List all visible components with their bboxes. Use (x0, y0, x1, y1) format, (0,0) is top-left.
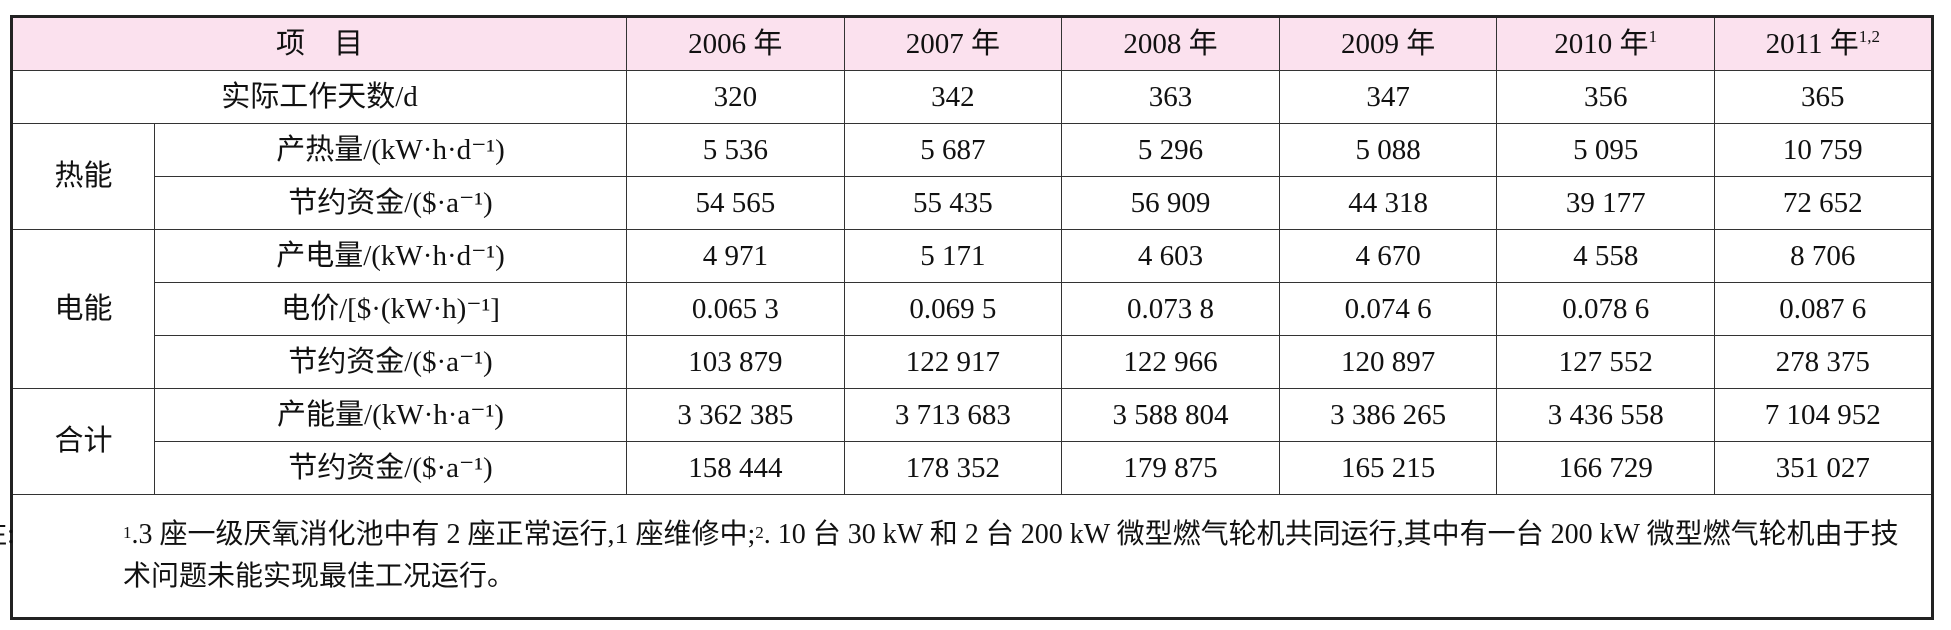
cell: 5 687 (843, 123, 1063, 177)
cell: 44 318 (1278, 176, 1498, 230)
cell: 5 296 (1061, 123, 1280, 177)
superscript: 1 (1648, 26, 1658, 46)
row-label: 节约资金/($·a⁻¹) (153, 441, 628, 495)
cell: 72 652 (1713, 176, 1933, 230)
cell: 320 (626, 70, 845, 124)
cell: 3 362 385 (626, 388, 845, 442)
cell: 0.069 5 (843, 282, 1063, 336)
header-text: 2010 年 (1554, 27, 1649, 60)
row-label: 产能量/(kW·h·a⁻¹) (153, 388, 628, 442)
header-text: 2009 年 (1340, 27, 1436, 60)
header-text: 2008 年 (1123, 27, 1218, 60)
header-text: 2007 年 (905, 27, 1001, 60)
row-label: 产热量/(kW·h·d⁻¹) (153, 123, 628, 177)
cell: 3 436 558 (1496, 388, 1715, 442)
header-cell: 2007 年 (843, 16, 1063, 71)
cell: 4 603 (1061, 229, 1280, 283)
cell: 166 729 (1496, 441, 1715, 495)
header-text: 2011 年 (1765, 27, 1859, 60)
cell: 0.065 3 (626, 282, 845, 336)
cell: 7 104 952 (1713, 388, 1933, 442)
cell: 363 (1061, 70, 1280, 124)
row: 电价/[$·(kW·h)⁻¹] 0.065 3 0.069 5 0.073 8 0.07… (12, 282, 1933, 336)
cell: 342 (843, 70, 1063, 124)
group-label: 合计 (11, 388, 155, 495)
cell: 5 088 (1278, 123, 1498, 177)
header-cell: 2009 年 (1278, 16, 1498, 71)
cell: 4 971 (626, 229, 845, 283)
cell: 3 386 265 (1278, 388, 1498, 442)
cell: 356 (1496, 70, 1715, 124)
superscript: 1 (123, 523, 132, 542)
cell: 0.074 6 (1278, 282, 1498, 336)
cell: 0.087 6 (1713, 282, 1933, 336)
header-cell: 项 目 (10, 16, 628, 71)
cell: 4 558 (1496, 229, 1715, 283)
row-label: 产电量/(kW·h·d⁻¹) (153, 229, 628, 283)
data-table: 项 目 2006 年 2007 年 2008 年 2009 年 2010 年1 2011 年… (0, 15, 1934, 620)
cell: 347 (1278, 70, 1498, 124)
header-cell: 2010 年1 (1496, 16, 1715, 71)
header-cell: 2011 年1,2 (1713, 16, 1933, 71)
cell: 55 435 (843, 176, 1063, 230)
cell: 127 552 (1496, 335, 1715, 389)
row-label: 电价/[$·(kW·h)⁻¹] (153, 282, 628, 336)
cell: 3 588 804 (1061, 388, 1280, 442)
cell: 39 177 (1496, 176, 1715, 230)
row: 实际工作天数/d 320 342 363 347 356 365 (10, 70, 1933, 124)
cell: 179 875 (1061, 441, 1280, 495)
cell: 178 352 (843, 441, 1063, 495)
header-cell: 2008 年 (1061, 16, 1280, 71)
cell: 158 444 (626, 441, 845, 495)
cell: 8 706 (1713, 229, 1933, 283)
row: 节约资金/($·a⁻¹) 54 565 55 435 56 909 44 318 39 1… (12, 176, 1933, 230)
row-label: 节约资金/($·a⁻¹) (153, 176, 628, 230)
cell: 54 565 (626, 176, 845, 230)
note-row: 注: 1.3 座一级厌氧消化池中有 2 座正常运行,1 座维修中;2. 10 台 … (0, 494, 1933, 619)
cell: 5 171 (843, 229, 1063, 283)
row: 节约资金/($·a⁻¹) 158 444 178 352 179 875 165 215… (12, 441, 1933, 495)
row: 节约资金/($·a⁻¹) 103 879 122 917 122 966 120 897… (12, 335, 1933, 389)
cell: 278 375 (1713, 335, 1933, 389)
header-text: 2006 年 (688, 27, 783, 60)
row: 热能 产热量/(kW·h·d⁻¹) 5 536 5 687 5 296 5 088 5 09… (11, 123, 1933, 230)
cell: 351 027 (1713, 441, 1933, 495)
cell: 103 879 (626, 335, 845, 389)
cell: 0.073 8 (1061, 282, 1280, 336)
cell: 4 670 (1278, 229, 1498, 283)
superscript: 1,2 (1858, 26, 1880, 46)
cell: 122 917 (843, 335, 1063, 389)
row-label: 节约资金/($·a⁻¹) (153, 335, 628, 389)
group-label: 热能 (11, 123, 155, 230)
cell: 120 897 (1278, 335, 1498, 389)
header-row: 项 目 2006 年 2007 年 2008 年 2009 年 2010 年1 2011 年… (10, 16, 1933, 71)
table-body: 项 目 2006 年 2007 年 2008 年 2009 年 2010 年1 2011 年… (0, 16, 1933, 619)
group-label: 电能 (11, 229, 155, 389)
row: 电能 产电量/(kW·h·d⁻¹) 4 971 5 171 4 603 4 670 4 55… (11, 229, 1933, 389)
note-label: 注: (0, 519, 15, 550)
note: 注: 1.3 座一级厌氧消化池中有 2 座正常运行,1 座维修中;2. 10 台 … (0, 494, 1933, 619)
cell: 365 (1713, 70, 1933, 124)
row-label: 实际工作天数/d (10, 70, 628, 124)
cell: 5 095 (1496, 123, 1715, 177)
cell: 5 536 (626, 123, 845, 177)
cell: 165 215 (1278, 441, 1498, 495)
header-cell: 2006 年 (626, 16, 845, 71)
note-text: . 10 台 30 kW 和 2 台 200 kW 微型燃气轮机共同运行,其中有… (123, 519, 1899, 592)
cell: 10 759 (1713, 123, 1933, 177)
cell: 56 909 (1061, 176, 1280, 230)
row: 合计 产能量/(kW·h·a⁻¹) 3 362 385 3 713 683 3 588 … (11, 388, 1933, 495)
note-text: .3 座一级厌氧消化池中有 2 座正常运行,1 座维修中; (131, 519, 756, 550)
cell: 122 966 (1061, 335, 1280, 389)
superscript: 2 (755, 523, 764, 542)
cell: 0.078 6 (1496, 282, 1715, 336)
cell: 3 713 683 (843, 388, 1063, 442)
